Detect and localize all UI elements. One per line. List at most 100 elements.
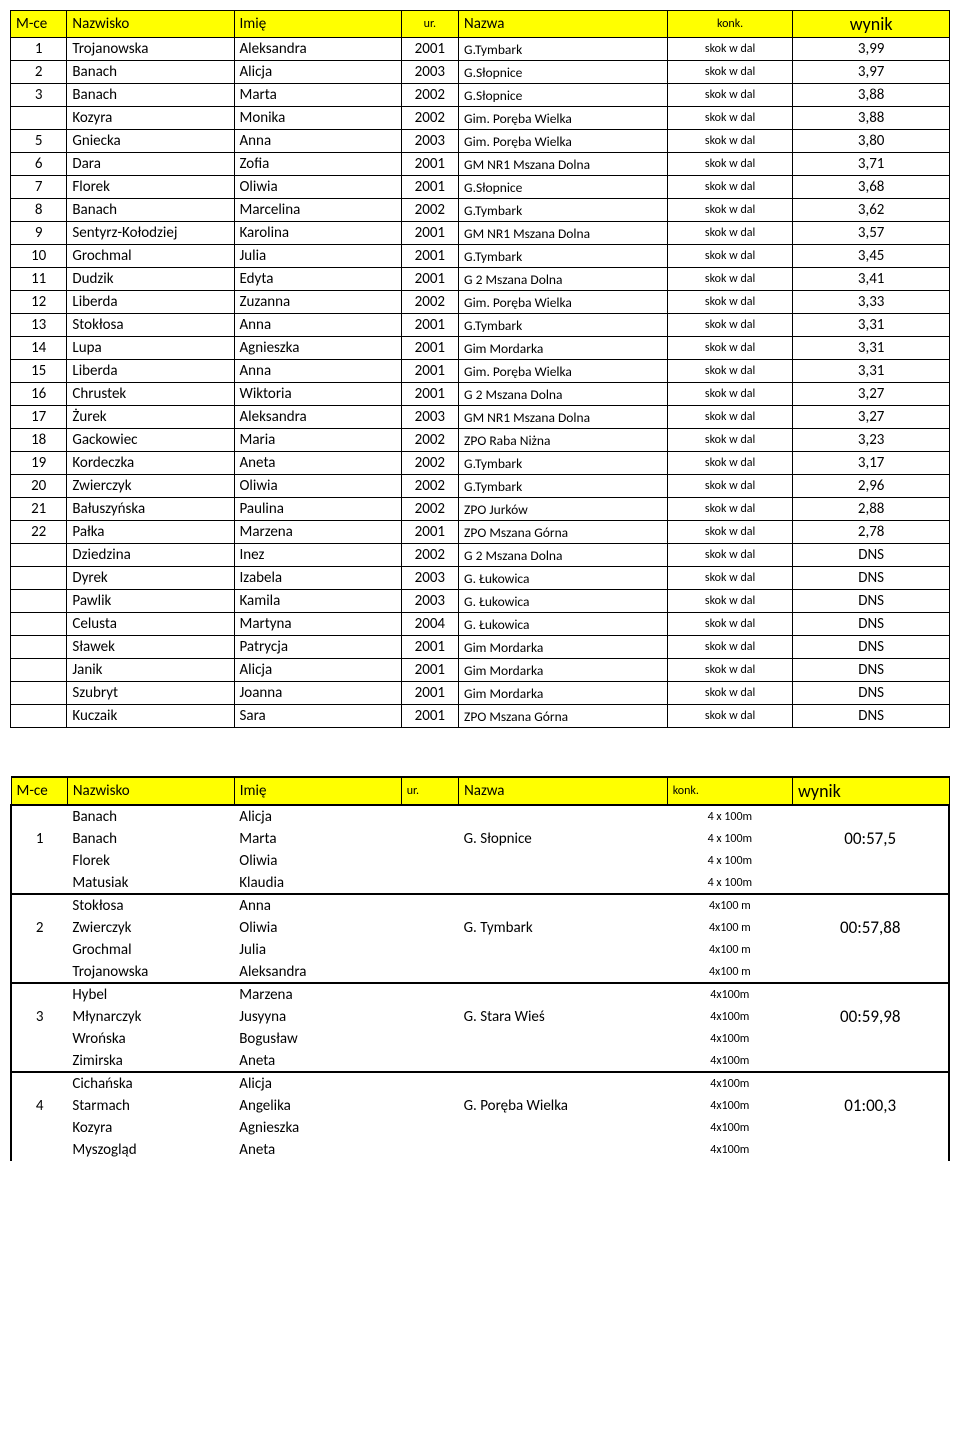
cell-konk: 4x100m	[667, 1139, 792, 1161]
cell-ur	[401, 1028, 458, 1050]
cell-nazwa	[459, 939, 668, 961]
cell-konk: 4x100m	[667, 1005, 792, 1028]
cell-imie: Anna	[234, 314, 401, 337]
cell-konk: skok w dal	[667, 682, 792, 705]
cell-nazwisko: Kuczaik	[67, 705, 234, 728]
cell-nazwisko: Wrońska	[67, 1028, 234, 1050]
cell-ur: 2002	[401, 544, 458, 567]
cell-nazwa: ZPO Raba Niżna	[459, 429, 668, 452]
table-row: SławekPatrycja2001Gim Mordarkaskok w dal…	[11, 636, 950, 659]
cell-nazwa: Gim. Poręba Wielka	[459, 130, 668, 153]
hdr-ur: ur.	[401, 11, 458, 38]
cell-wynik	[792, 1028, 949, 1050]
cell-imie: Aneta	[234, 1139, 401, 1161]
cell-nazwa: Gim Mordarka	[459, 636, 668, 659]
cell-konk: skok w dal	[667, 429, 792, 452]
cell-ur: 2003	[401, 567, 458, 590]
cell-imie: Wiktoria	[234, 383, 401, 406]
cell-ur: 2001	[401, 337, 458, 360]
table-row: 1TrojanowskaAleksandra2001G.Tymbarkskok …	[11, 38, 950, 61]
cell-imie: Angelika	[234, 1094, 401, 1117]
hdr-konk: konk.	[667, 11, 792, 38]
cell-konk: skok w dal	[667, 636, 792, 659]
cell-nazwisko: Trojanowska	[67, 38, 234, 61]
cell-konk: skok w dal	[667, 705, 792, 728]
cell-nazwisko: Banach	[67, 84, 234, 107]
table-header-row: M-ce Nazwisko Imię ur. Nazwa konk. wynik	[11, 11, 950, 38]
cell-konk: 4x100 m	[667, 894, 792, 916]
cell-wynik	[792, 1139, 949, 1161]
cell-imie: Agnieszka	[234, 337, 401, 360]
cell-wynik: 00:57,88	[792, 916, 949, 939]
cell-imie: Agnieszka	[234, 1117, 401, 1139]
cell-nazwa	[459, 850, 668, 872]
cell-nazwa: GM NR1 Mszana Dolna	[459, 153, 668, 176]
table-row: 10GrochmalJulia2001G.Tymbarkskok w dal3,…	[11, 245, 950, 268]
cell-wynik: 2,88	[793, 498, 950, 521]
cell-ur	[401, 850, 458, 872]
cell-imie: Julia	[234, 939, 401, 961]
cell-nazwa: G. Łukowica	[459, 567, 668, 590]
cell-wynik	[792, 939, 949, 961]
cell-nazwa: G. Poręba Wielka	[459, 1094, 668, 1117]
cell-konk: skok w dal	[667, 567, 792, 590]
cell-ur: 2001	[401, 636, 458, 659]
cell-ur	[401, 827, 458, 850]
cell-ur	[401, 961, 458, 983]
cell-nazwisko: Gackowiec	[67, 429, 234, 452]
cell-imie: Alicja	[234, 1072, 401, 1094]
cell-wynik	[792, 872, 949, 894]
table-row: 12LiberdaZuzanna2002Gim. Poręba Wielkask…	[11, 291, 950, 314]
cell-nazwisko: Hybel	[67, 983, 234, 1005]
cell-nazwisko: Młynarczyk	[67, 1005, 234, 1028]
cell-nazwisko: Grochmal	[67, 245, 234, 268]
cell-konk: skok w dal	[667, 268, 792, 291]
cell-konk: skok w dal	[667, 337, 792, 360]
hdr-nazwa: Nazwa	[459, 11, 668, 38]
cell-nazwa: ZPO Jurków	[459, 498, 668, 521]
cell-mce: 1	[11, 38, 67, 61]
cell-wynik: DNS	[793, 659, 950, 682]
cell-konk: 4 x 100m	[667, 805, 792, 827]
cell-imie: Anna	[234, 894, 401, 916]
cell-konk: 4x100 m	[667, 961, 792, 983]
cell-konk: skok w dal	[667, 360, 792, 383]
cell-mce: 11	[11, 268, 67, 291]
table-row: WrońskaBogusław4x100m	[11, 1028, 949, 1050]
cell-nazwisko: Grochmal	[67, 939, 234, 961]
table-row: TrojanowskaAleksandra4x100 m	[11, 961, 949, 983]
cell-mce: 7	[11, 176, 67, 199]
cell-mce	[11, 872, 67, 894]
cell-nazwa: GM NR1 Mszana Dolna	[459, 222, 668, 245]
cell-ur	[401, 1005, 458, 1028]
cell-konk: skok w dal	[667, 406, 792, 429]
cell-imie: Bogusław	[234, 1028, 401, 1050]
cell-mce	[11, 1139, 67, 1161]
cell-mce	[11, 682, 67, 705]
cell-nazwa: G 2 Mszana Dolna	[459, 544, 668, 567]
cell-wynik	[792, 1117, 949, 1139]
results-table-2: M-ce Nazwisko Imię ur. Nazwa konk. wynik…	[10, 776, 950, 1161]
cell-mce: 19	[11, 452, 67, 475]
cell-imie: Edyta	[234, 268, 401, 291]
table-row: 19KordeczkaAneta2002G.Tymbarkskok w dal3…	[11, 452, 950, 475]
cell-nazwa: G 2 Mszana Dolna	[459, 383, 668, 406]
cell-nazwisko: Bałuszyńska	[67, 498, 234, 521]
cell-mce: 17	[11, 406, 67, 429]
cell-nazwisko: Stokłosa	[67, 314, 234, 337]
cell-konk: skok w dal	[667, 475, 792, 498]
cell-konk: skok w dal	[667, 107, 792, 130]
cell-nazwa	[459, 805, 668, 827]
cell-mce	[11, 636, 67, 659]
cell-nazwisko: Celusta	[67, 613, 234, 636]
table-row: StokłosaAnna4x100 m	[11, 894, 949, 916]
cell-mce: 3	[11, 84, 67, 107]
cell-imie: Kamila	[234, 590, 401, 613]
cell-wynik: DNS	[793, 705, 950, 728]
cell-nazwisko: Banach	[67, 805, 234, 827]
cell-wynik: 3,31	[793, 337, 950, 360]
table-row: BanachAlicja4 x 100m	[11, 805, 949, 827]
cell-ur	[401, 1050, 458, 1072]
cell-ur: 2003	[401, 590, 458, 613]
cell-nazwa: ZPO Mszana Górna	[459, 705, 668, 728]
